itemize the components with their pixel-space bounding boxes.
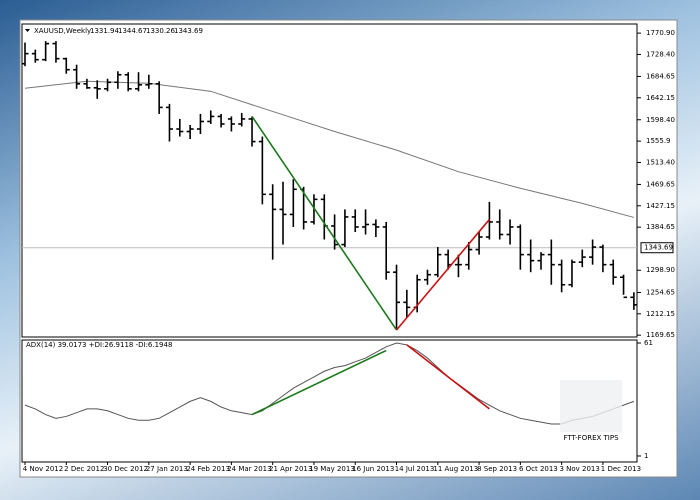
main-panel	[21, 23, 638, 338]
trend-line	[395, 218, 491, 331]
x-tick-label: 1 Dec 2013	[601, 465, 641, 473]
x-tick-label: 3 Nov 2013	[559, 465, 599, 473]
y-tick-label: 1212.15	[646, 310, 675, 318]
y-tick-label: 1469.65	[646, 180, 675, 188]
y-tick-label: 1513.40	[646, 158, 675, 166]
y-tick-label: 1598.40	[646, 116, 675, 124]
x-tick-label: 11 Aug 2013	[433, 465, 478, 473]
y-tick-label: 1684.65	[646, 72, 675, 80]
watermark: FTT-FOREX TIPS	[563, 434, 619, 442]
title-value: 1344.67	[118, 27, 147, 35]
x-tick-label: 21 Apr 2013	[269, 465, 312, 473]
x-tick-label: 24 Feb 2013	[186, 465, 230, 473]
y-tick-label: 1	[644, 452, 648, 460]
x-tick-label: 24 Mar 2013	[227, 465, 271, 473]
watermark-box	[560, 380, 622, 432]
x-tick-label: 6 Oct 2013	[519, 465, 558, 473]
title-arrow	[25, 29, 30, 32]
x-tick-label: 8 Sep 2013	[477, 465, 517, 473]
trend-line	[406, 344, 490, 410]
x-tick-label: 14 Jul 2013	[395, 465, 435, 473]
y-tick-label: 1384.65	[646, 223, 675, 231]
trend-line	[251, 115, 398, 331]
y-tick-label: 1298.90	[646, 266, 675, 274]
y-tick-label: 1254.65	[646, 288, 675, 296]
y-tick-label: 1770.90	[646, 29, 675, 37]
trend-line	[251, 349, 387, 416]
chart-title: XAUUSD,Weekly	[34, 27, 91, 35]
bid-box	[640, 242, 674, 254]
title-value: 1331.94	[90, 27, 119, 35]
y-tick-label: 61	[644, 339, 653, 347]
y-tick-label: 1642.15	[646, 94, 675, 102]
indicator-title: ADX(14) 39.0173 +DI:26.9118 -DI:6.1948	[26, 341, 172, 349]
bid-label: 1343.69	[644, 244, 673, 252]
x-tick-label: 30 Dec 2012	[103, 465, 148, 473]
y-tick-label: 1169.65	[646, 331, 675, 339]
title-value: 1330.26	[146, 27, 175, 35]
adx-panel	[21, 339, 638, 463]
adx-line	[24, 342, 635, 425]
y-tick-label: 1728.40	[646, 50, 675, 58]
x-tick-label: 2 Dec 2012	[64, 465, 104, 473]
x-tick-label: 19 May 2013	[309, 465, 355, 473]
x-tick-label: 4 Nov 2012	[23, 465, 63, 473]
y-tick-label: 1427.15	[646, 202, 675, 210]
x-tick-label: 27 Jan 2013	[146, 465, 188, 473]
y-tick-label: 1555.9	[646, 137, 671, 145]
x-tick-label: 16 Jun 2013	[352, 465, 394, 473]
title-value: 1343.69	[174, 27, 203, 35]
